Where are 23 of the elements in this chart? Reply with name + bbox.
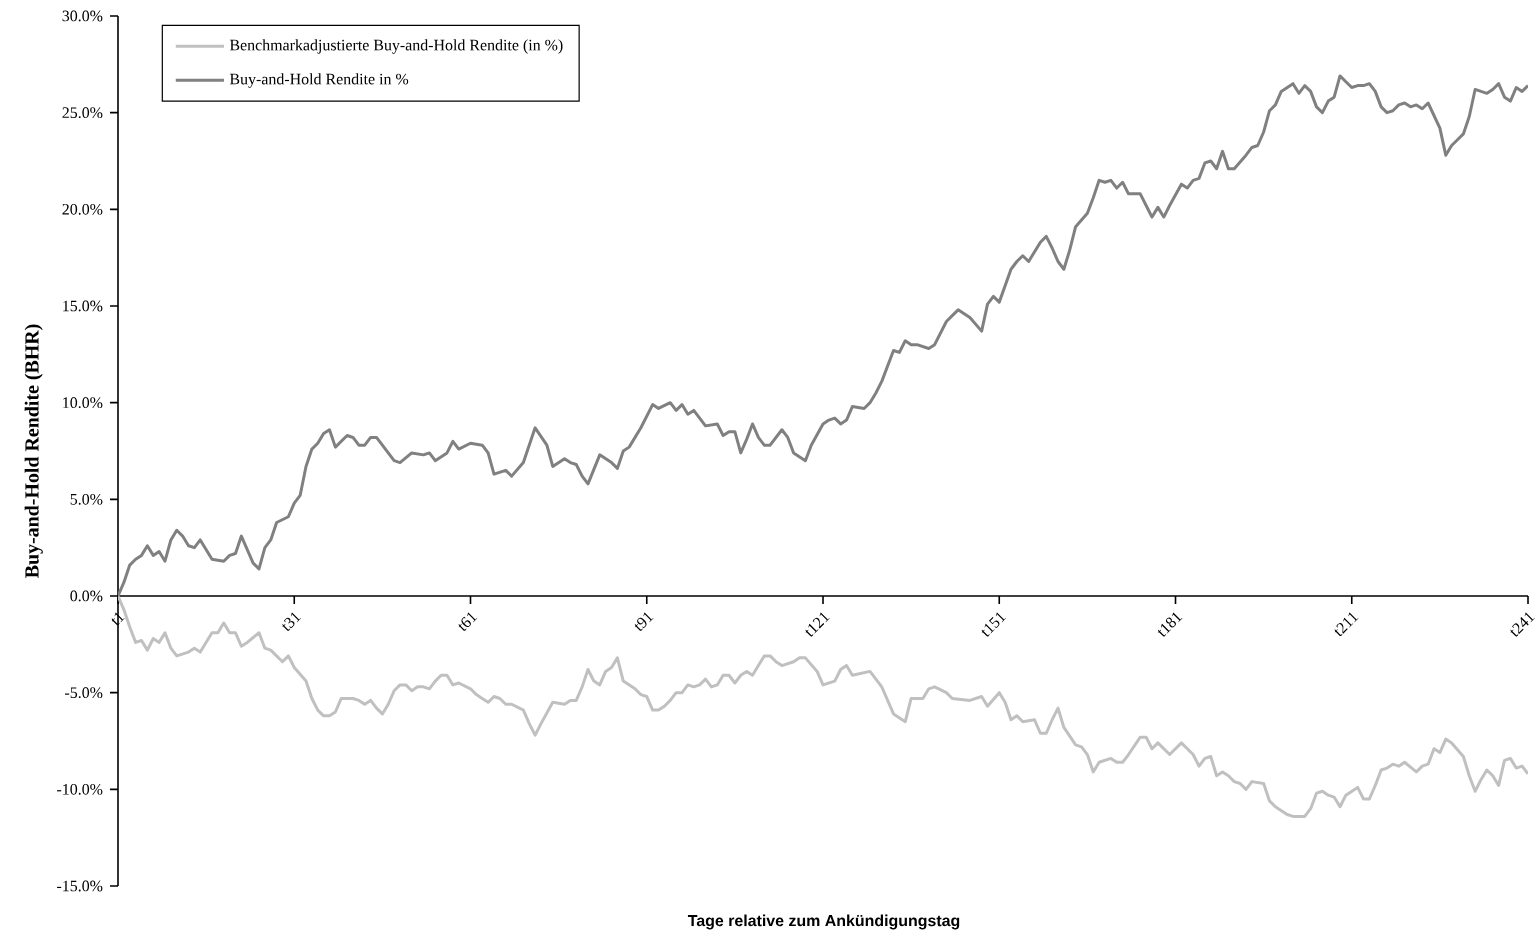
x-tick-label: t61 bbox=[458, 612, 478, 631]
y-tick-label: 20.0% bbox=[62, 203, 103, 215]
x-tick-label: t151 bbox=[981, 612, 1006, 637]
y-tick-label: -15.0% bbox=[57, 880, 103, 892]
y-tick-label: -5.0% bbox=[65, 687, 103, 699]
y-tick-label: -10.0% bbox=[57, 783, 103, 795]
x-tick-label: t181 bbox=[1157, 612, 1183, 637]
y-axis-title: Buy-and-Hold Rendite (BHR) bbox=[24, 324, 43, 578]
y-tick-label: 30.0% bbox=[62, 10, 103, 22]
legend-label: Benchmarkadjustierte Buy-and-Hold Rendite (in %) bbox=[229, 39, 563, 54]
x-tick-label: t1 bbox=[111, 612, 125, 626]
y-tick-label: 0.0% bbox=[70, 590, 103, 602]
x-tick-label: t211 bbox=[1334, 612, 1359, 637]
x-tick-label: t241 bbox=[1510, 612, 1535, 637]
x-tick-label: t31 bbox=[282, 612, 302, 631]
x-tick-label: t91 bbox=[634, 612, 654, 631]
x-axis-title: Tage relative zum Ankündigungstag bbox=[687, 914, 960, 930]
y-tick-label: 15.0% bbox=[63, 300, 103, 312]
y-tick-label: 25.0% bbox=[62, 107, 103, 119]
y-tick-label: 10.0% bbox=[63, 397, 103, 409]
x-tick-label: t121 bbox=[805, 612, 830, 637]
legend-label: Buy-and-Hold Rendite in % bbox=[229, 73, 409, 88]
y-tick-label: 5.0% bbox=[70, 493, 103, 505]
